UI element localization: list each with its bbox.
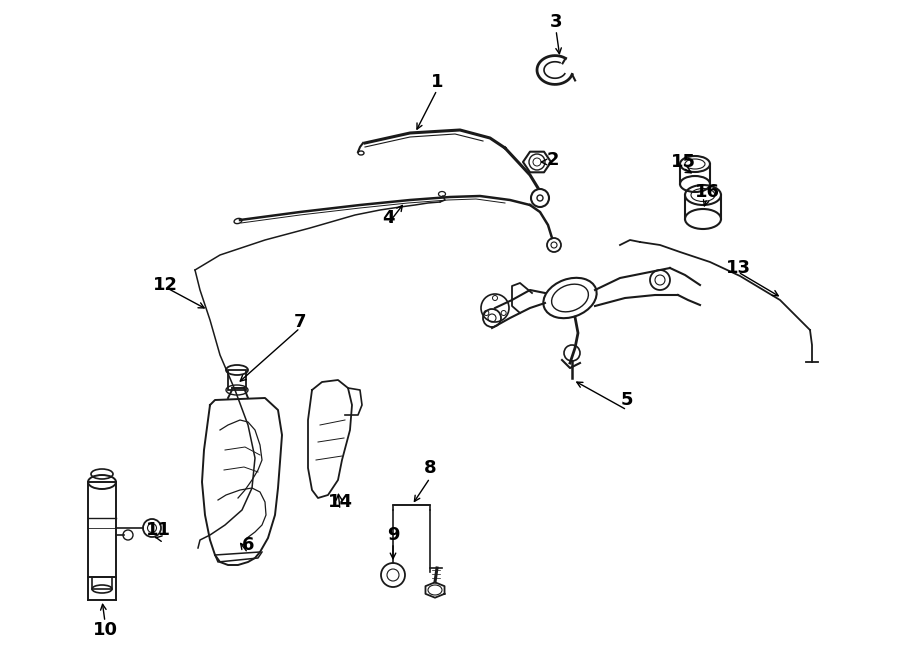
Text: 14: 14	[328, 493, 353, 511]
Text: 5: 5	[621, 391, 634, 409]
Text: 13: 13	[725, 259, 751, 277]
Text: 4: 4	[382, 209, 394, 227]
Text: 2: 2	[547, 151, 559, 169]
Bar	[228, 370, 246, 390]
Text: 3: 3	[550, 13, 562, 31]
Bar	[88, 482, 116, 577]
Text: 11: 11	[146, 521, 170, 539]
Text: 7: 7	[293, 313, 306, 331]
Text: 8: 8	[424, 459, 436, 477]
Text: 16: 16	[695, 183, 719, 201]
Text: 1: 1	[431, 73, 443, 91]
Circle shape	[536, 194, 544, 202]
Text: 6: 6	[242, 536, 254, 554]
Text: 9: 9	[387, 526, 400, 544]
Text: 12: 12	[152, 276, 177, 294]
Bar	[92, 577, 112, 589]
Text: 10: 10	[93, 621, 118, 639]
Text: 15: 15	[670, 153, 696, 171]
